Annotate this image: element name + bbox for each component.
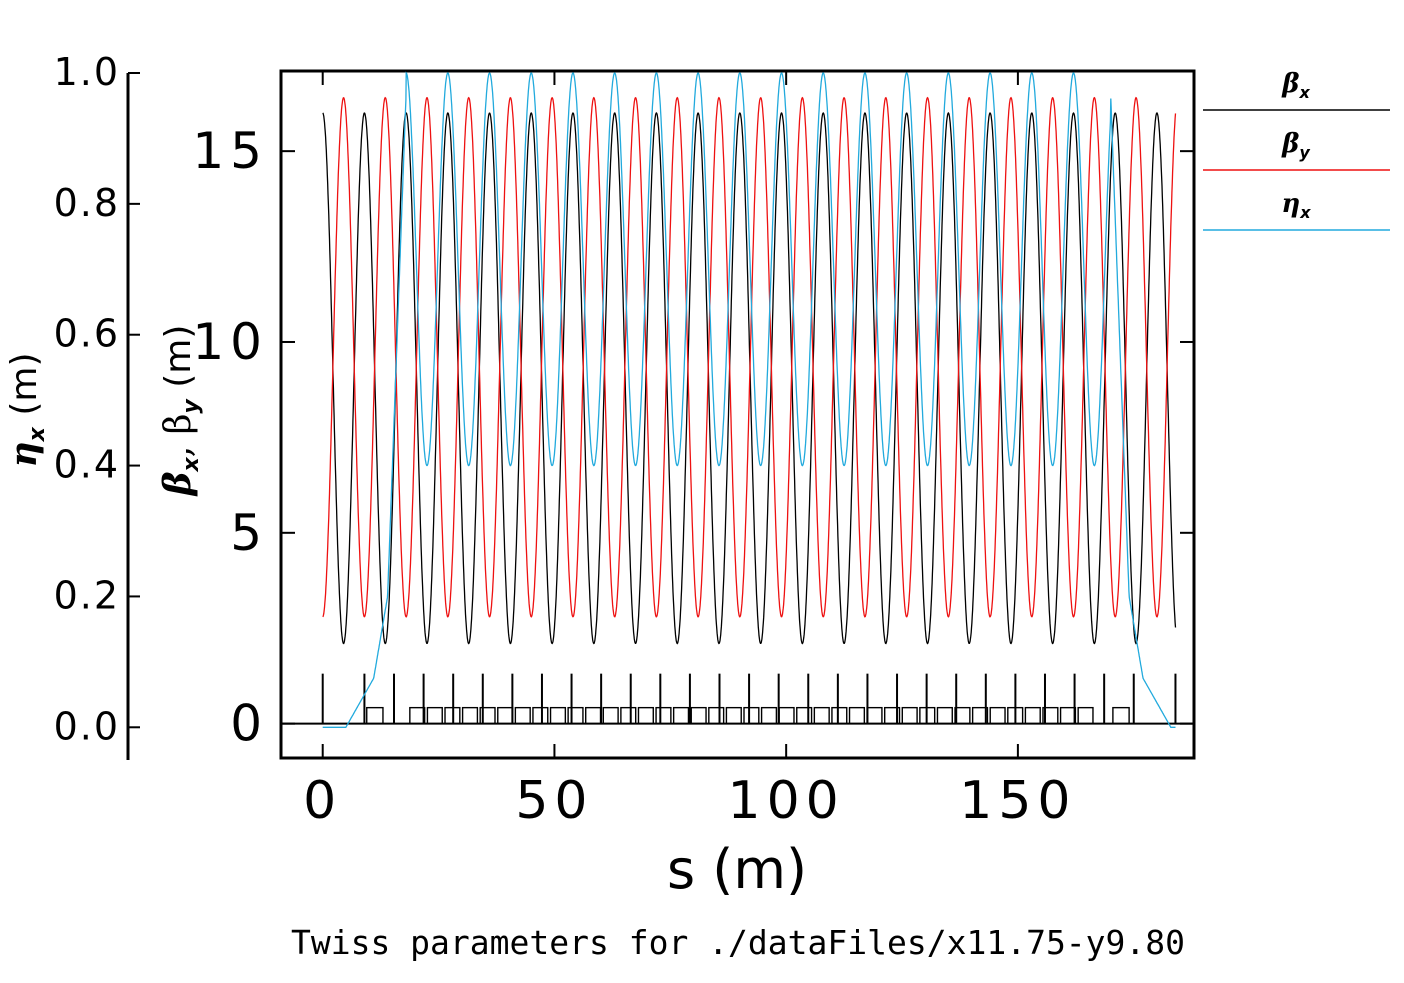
y2-axis-title: ηx (m)	[3, 353, 50, 468]
x-tick-label: 0	[303, 771, 342, 831]
y-tick-label: 5	[230, 504, 268, 562]
y2-tick-label: 1.0	[54, 50, 120, 94]
dipole-block	[848, 706, 866, 725]
y2-tick-label: 0.4	[54, 443, 120, 487]
dipole-block	[919, 706, 936, 725]
plot-frame	[279, 69, 1196, 760]
dipole-block	[796, 706, 813, 725]
legend-label: βx	[1281, 69, 1310, 102]
dipole-block	[444, 706, 461, 725]
dipole-block	[366, 706, 384, 725]
dipole-block	[655, 706, 672, 725]
dipole-block	[461, 706, 479, 725]
dipole-block	[1077, 706, 1094, 725]
dipole-block	[549, 706, 567, 725]
x-tick-label: 150	[959, 771, 1076, 831]
dipole-block	[426, 706, 443, 725]
dipole-block	[743, 706, 760, 725]
dipole-block	[497, 706, 514, 725]
y2-tick-label: 0.2	[54, 573, 120, 617]
dipole-block	[567, 706, 584, 725]
dipole-block	[778, 706, 795, 725]
x-tick-label: 50	[515, 771, 593, 831]
dipole-block	[514, 706, 531, 725]
dipole-block	[725, 706, 742, 725]
tick-labels: 0 50 100 150 0 5 10 15 0.0 0.2 0.4 0.6 0.8 1.0	[54, 50, 1076, 831]
dipole-block	[708, 706, 725, 725]
dipole-block	[1024, 706, 1041, 725]
y2-tick-label: 0.8	[54, 181, 120, 225]
dipole-block	[760, 706, 778, 725]
y-tick-label: 15	[192, 122, 268, 180]
y2-tick-label: 0.6	[54, 312, 120, 356]
series-line-eta-x	[322, 71, 1176, 728]
dipole-block	[971, 706, 989, 725]
svg-text:ηx (m): ηx (m)	[3, 353, 50, 468]
dipole-block	[409, 706, 426, 725]
y-tick-label: 0	[230, 695, 268, 753]
y-axis-title: βx, βy (m)	[157, 325, 204, 498]
dipole-block	[479, 706, 496, 725]
dipole-block	[866, 706, 883, 725]
dipole-block	[989, 706, 1006, 725]
dipole-block	[585, 706, 602, 725]
dipole-block	[602, 706, 619, 725]
x-tick-label: 100	[728, 771, 845, 831]
dipole-block	[954, 706, 971, 725]
legend-label: ηx	[1281, 189, 1311, 222]
dipole-block	[1059, 706, 1077, 725]
dipole-block	[883, 706, 901, 725]
dipole-block	[532, 706, 549, 725]
series-line-beta-y	[322, 96, 1177, 618]
legend: βx βy ηx	[1203, 69, 1390, 231]
dipole-block	[1112, 706, 1130, 725]
y-tick-label: 10	[192, 313, 268, 371]
legend-label: βy	[1281, 129, 1310, 162]
dipole-block	[813, 706, 830, 725]
dipole-block	[672, 706, 690, 725]
dipole-block	[620, 706, 637, 725]
series-layer	[322, 71, 1177, 728]
series-line-beta-x	[322, 112, 1177, 645]
dipole-block	[901, 706, 918, 725]
dipole-block	[637, 706, 654, 725]
dipole-block	[831, 706, 848, 725]
x-axis-title: s (m)	[667, 838, 807, 901]
chart-caption: Twiss parameters for ./dataFiles/x11.75-…	[291, 923, 1185, 962]
dipole-block	[936, 706, 953, 725]
dipole-block	[690, 706, 707, 725]
dipole-block	[1007, 706, 1024, 725]
y2-tick-label: 0.0	[54, 704, 120, 748]
svg-text:βx, βy (m): βx, βy (m)	[157, 325, 204, 498]
lattice-elements	[281, 673, 1194, 725]
dipole-block	[1042, 706, 1059, 725]
